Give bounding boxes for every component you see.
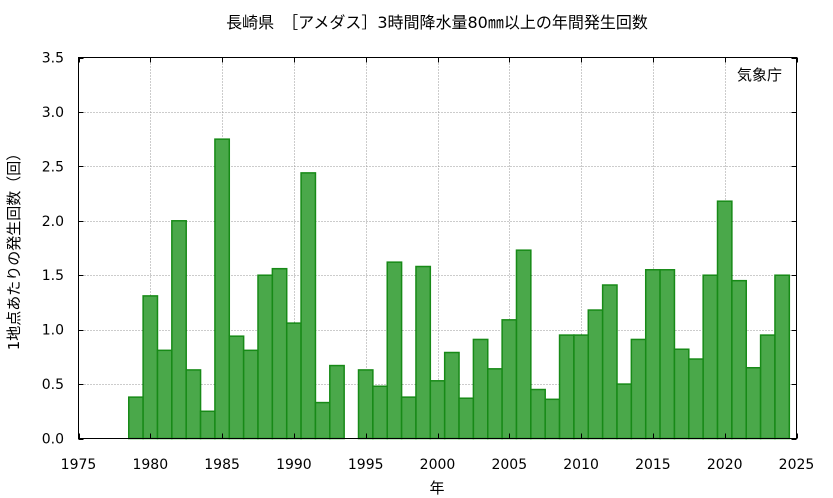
y-tick-label: 1.0 <box>42 323 64 339</box>
bar-2003 <box>472 338 489 440</box>
bar-2016 <box>659 269 676 440</box>
bar-1981 <box>156 349 173 440</box>
x-axis-label: 年 <box>429 479 444 497</box>
bar-1989 <box>271 267 288 440</box>
y-tick-label: 0.5 <box>42 377 64 393</box>
bar-2024 <box>774 274 791 440</box>
source-label: 気象庁 <box>737 66 782 84</box>
bar-1984 <box>199 410 216 440</box>
x-tick-label: 1990 <box>276 457 312 473</box>
y-tick-label: 2.5 <box>42 159 64 175</box>
bar-2013 <box>616 383 633 440</box>
bar-1990 <box>285 322 302 440</box>
x-tick-label: 2005 <box>491 457 527 473</box>
bar-1996 <box>372 385 388 440</box>
bar-2012 <box>601 284 618 440</box>
y-tick-label: 1.5 <box>42 268 64 284</box>
x-tick-label: 2020 <box>707 457 743 473</box>
bar-1993 <box>329 364 345 440</box>
bar-1985 <box>214 138 231 440</box>
bar-1988 <box>257 274 274 440</box>
bar-1986 <box>228 335 245 440</box>
y-tick-label: 0.0 <box>42 432 64 448</box>
bar-2017 <box>673 348 690 440</box>
bar-1999 <box>415 265 432 440</box>
y-tick-label: 3.5 <box>42 51 64 67</box>
x-tick-labels: 1975 1980 1985 1990 1995 2000 2005 2010 2015 2020… <box>61 457 815 473</box>
y-axis-label: 1地点あたりの発生回数（回） <box>5 146 23 351</box>
bar-1991 <box>300 172 317 440</box>
chart-title: 長崎県 ［アメダス］3時間降水量80㎜以上の年間発生回数 <box>226 13 648 32</box>
plot-frame <box>78 57 797 439</box>
bar-1979 <box>128 396 144 440</box>
axis-ticks <box>78 57 798 440</box>
bar-1980 <box>142 295 159 440</box>
bar-1997 <box>386 261 403 440</box>
bar-2023 <box>759 334 776 440</box>
x-tick-label: 2015 <box>635 457 671 473</box>
bar-2007 <box>530 388 546 440</box>
bars-group <box>128 138 791 440</box>
bar-1983 <box>185 369 202 440</box>
y-tick-label: 3.0 <box>42 105 64 121</box>
bar-2009 <box>558 334 575 440</box>
bar-1987 <box>242 349 259 440</box>
x-tick-label: 2010 <box>563 457 599 473</box>
bar-1998 <box>400 396 417 440</box>
bar-1992 <box>314 401 331 440</box>
x-tick-label: 2000 <box>420 457 456 473</box>
bar-2005 <box>501 319 518 440</box>
bar-2010 <box>573 334 590 440</box>
bar-2002 <box>458 397 475 440</box>
bar-2000 <box>429 380 446 440</box>
bar-2008 <box>544 398 561 440</box>
x-tick-label: 2025 <box>779 457 815 473</box>
x-tick-label: 1985 <box>204 457 240 473</box>
bar-2019 <box>702 274 719 440</box>
bar-2020 <box>716 200 733 440</box>
bar-2014 <box>630 338 647 440</box>
x-tick-label: 1980 <box>132 457 168 473</box>
y-tick-labels: 0.0 0.5 1.0 1.5 2.0 2.5 3.0 3.5 <box>42 51 64 448</box>
x-tick-label: 1975 <box>61 457 97 473</box>
y-tick-label: 2.0 <box>42 214 64 230</box>
x-tick-label: 1995 <box>348 457 384 473</box>
bar-1995 <box>357 369 374 440</box>
bar-2001 <box>443 351 460 440</box>
bar-1982 <box>171 220 187 440</box>
bar-2011 <box>587 309 604 440</box>
bar-2006 <box>515 249 532 440</box>
bar-2015 <box>644 269 661 440</box>
bar-2018 <box>688 358 704 440</box>
bar-2021 <box>731 279 747 440</box>
bar-2022 <box>745 366 762 440</box>
grid-lines <box>78 57 797 439</box>
bar-2004 <box>487 368 503 440</box>
